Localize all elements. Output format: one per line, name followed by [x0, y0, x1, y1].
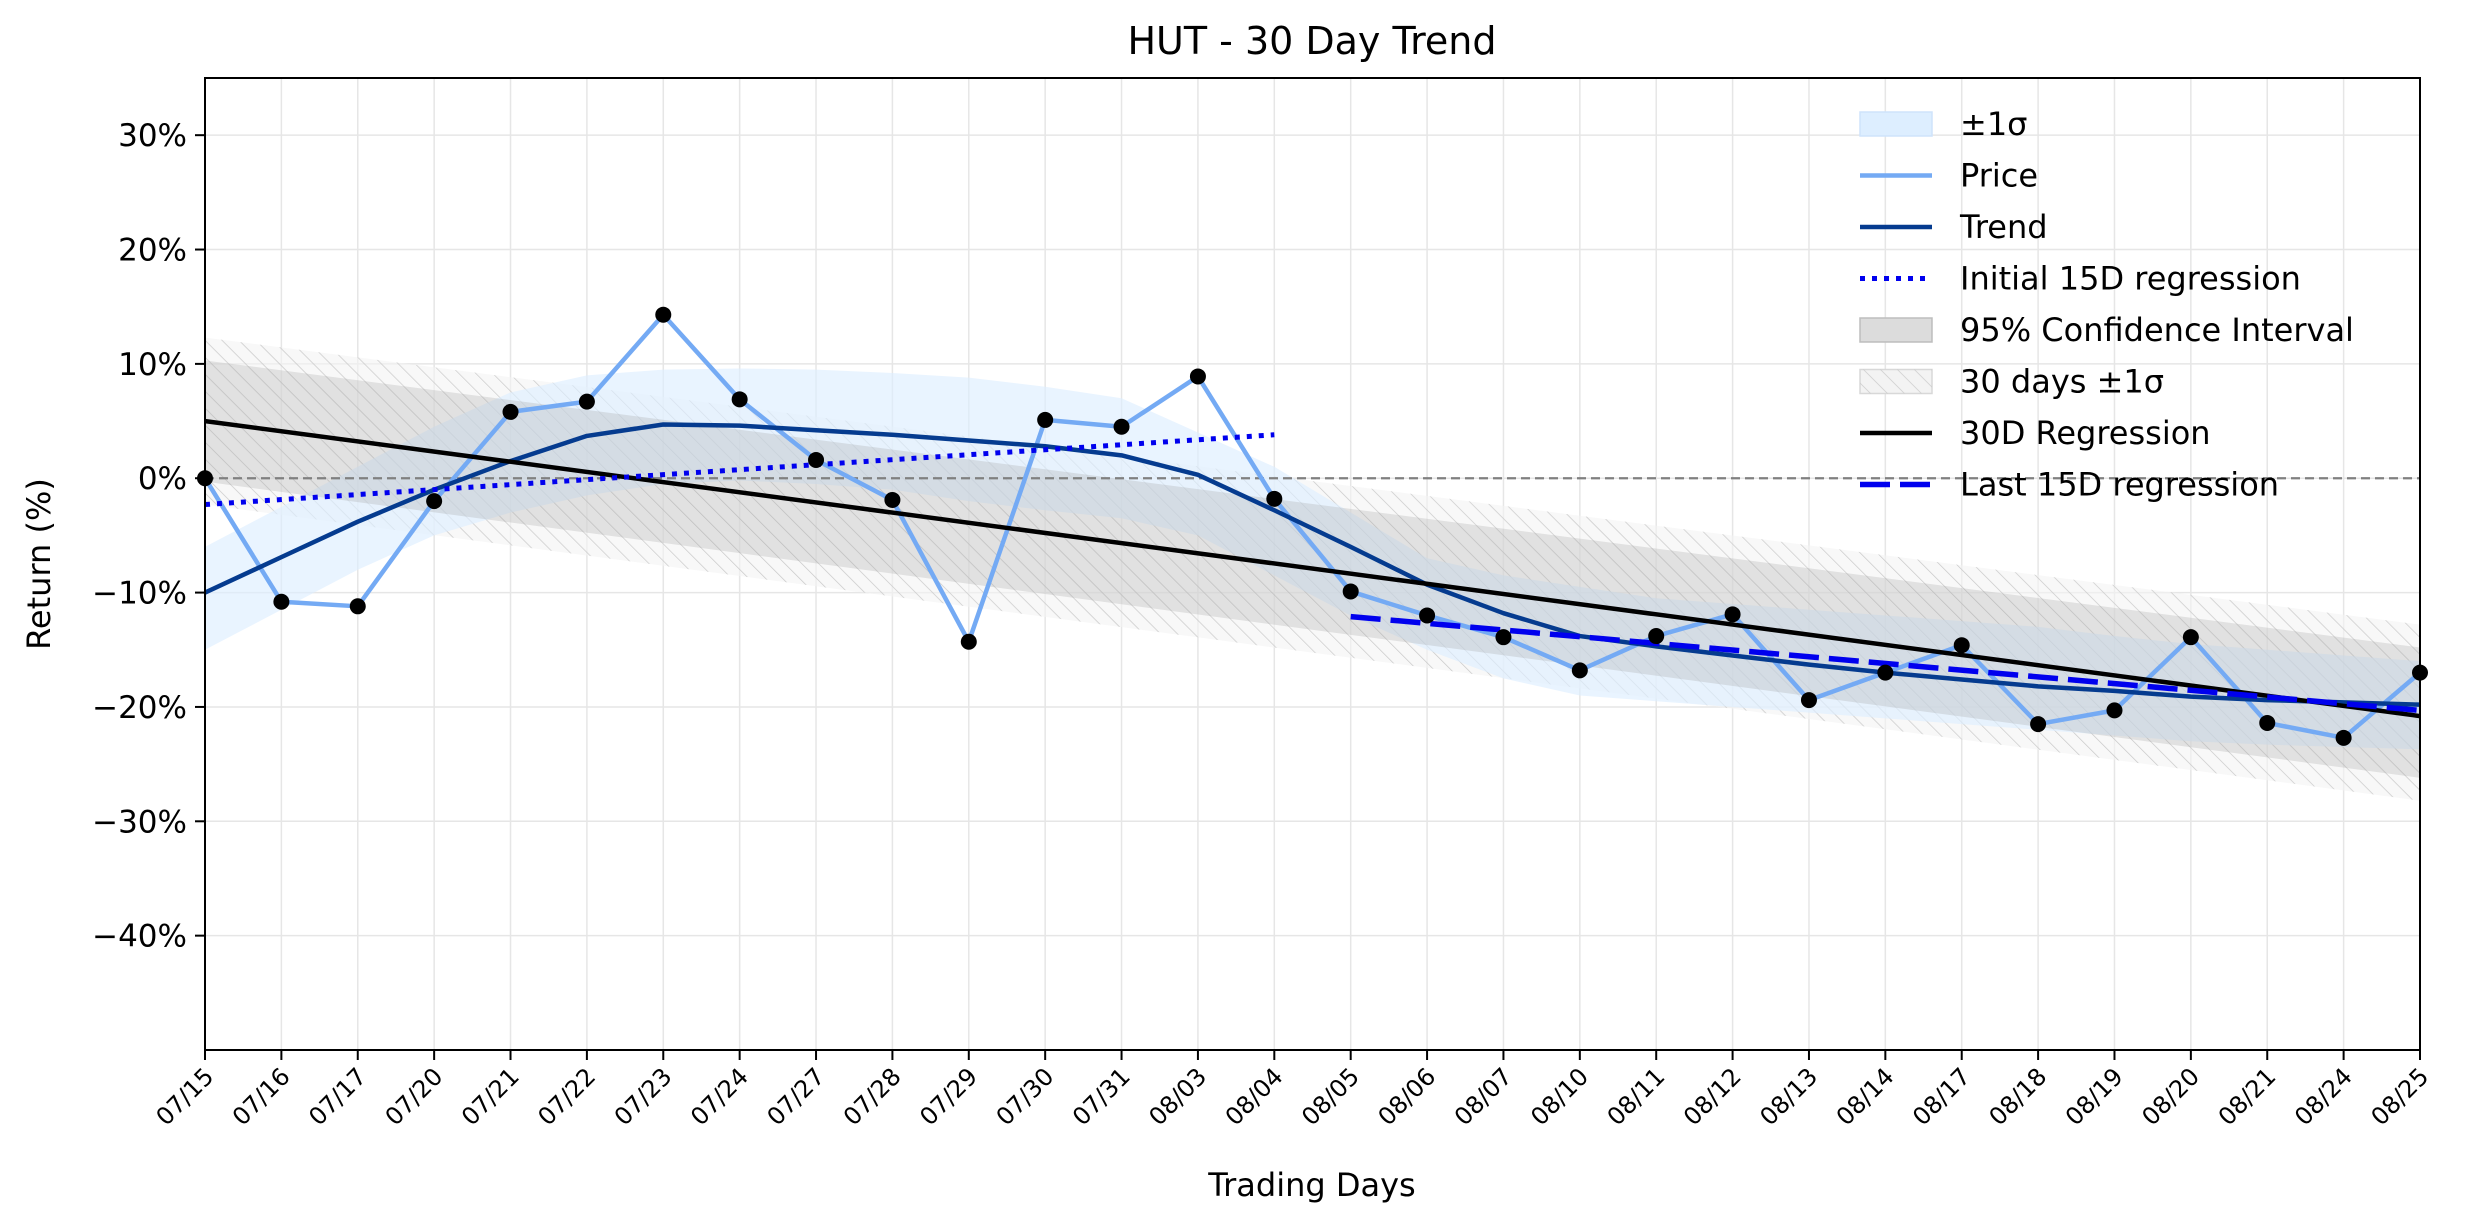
x-tick-label: 07/23	[609, 1062, 678, 1131]
price-line	[205, 312, 2420, 741]
band-sigma	[205, 368, 2420, 750]
price-point	[1877, 664, 1894, 681]
price-point	[808, 451, 825, 468]
y-tick-label: 30%	[118, 118, 187, 154]
legend-swatch-hatch	[1860, 369, 1932, 394]
markers-layer	[197, 306, 2428, 746]
price-point	[1724, 606, 1741, 623]
x-tick-label: 08/21	[2213, 1062, 2282, 1131]
x-tick-label: 08/06	[1373, 1062, 1442, 1131]
x-tick-label: 08/10	[1525, 1062, 1594, 1131]
y-axis-label: Return (%)	[20, 478, 58, 650]
x-tick-label: 07/28	[838, 1062, 907, 1131]
price-point	[1342, 583, 1359, 600]
legend-label: ±1σ	[1960, 105, 2027, 143]
y-axis: 30% 20% 10% 0% −10% −20% −30% −40%	[92, 118, 205, 955]
lines-layer	[205, 312, 2420, 741]
x-tick-label: 07/24	[685, 1062, 754, 1131]
x-tick-label: 08/24	[2289, 1062, 2358, 1131]
legend-label: 30D Regression	[1960, 414, 2211, 452]
price-point	[884, 491, 901, 508]
legend-label: Price	[1960, 157, 2038, 195]
trend-line	[205, 422, 2420, 707]
price-point	[2182, 629, 2199, 646]
price-point	[426, 493, 443, 510]
price-point	[1113, 418, 1130, 435]
x-tick-label: 07/21	[456, 1062, 525, 1131]
legend-label: Initial 15D regression	[1960, 260, 2301, 298]
price-point	[2335, 729, 2352, 746]
x-tick-label: 08/04	[1220, 1062, 1289, 1131]
x-tick-label: 07/27	[762, 1062, 831, 1131]
chart-title: HUT - 30 Day Trend	[1127, 19, 1496, 63]
y-tick-label: −10%	[92, 576, 187, 612]
y-tick-label: −30%	[92, 804, 187, 840]
x-tick-label: 08/14	[1831, 1062, 1900, 1131]
price-point	[1037, 411, 1054, 428]
price-point	[349, 598, 366, 615]
x-tick-label: 08/07	[1449, 1062, 1518, 1131]
x-tick-label: 08/03	[1143, 1062, 1212, 1131]
price-point	[1648, 628, 1665, 645]
y-tick-label: 10%	[118, 347, 187, 383]
price-point	[1189, 368, 1206, 385]
y-tick-label: 0%	[138, 461, 187, 497]
x-tick-label: 07/15	[151, 1062, 220, 1131]
x-tick-label: 07/29	[914, 1062, 983, 1131]
x-tick-label: 07/31	[1067, 1062, 1136, 1131]
regression-last-15d-line	[1350, 613, 2420, 714]
x-tick-label: 08/19	[2060, 1062, 2129, 1131]
x-tick-label: 08/05	[1296, 1062, 1365, 1131]
x-axis: 07/15 07/16 07/17 07/20 07/21 07/22 07/23 07/24…	[151, 1050, 2435, 1131]
x-tick-label: 08/13	[1754, 1062, 1823, 1131]
legend-label: Last 15D regression	[1960, 466, 2279, 504]
x-axis-label: Trading Days	[1207, 1166, 1415, 1204]
x-tick-label: 07/16	[227, 1062, 296, 1131]
x-tick-label: 08/11	[1602, 1062, 1671, 1131]
price-point	[1800, 692, 1817, 709]
price-point	[2030, 716, 2047, 733]
x-tick-label: 07/20	[380, 1062, 449, 1131]
price-point	[2106, 702, 2123, 719]
price-point	[273, 593, 290, 610]
price-point	[2259, 714, 2276, 731]
y-tick-label: 20%	[118, 233, 187, 269]
x-tick-label: 07/22	[532, 1062, 601, 1131]
legend-label: Trend	[1959, 208, 2048, 246]
y-tick-label: −20%	[92, 690, 187, 726]
legend-label: 95% Confidence Interval	[1960, 311, 2354, 349]
price-point	[1419, 607, 1436, 624]
price-point	[1953, 637, 1970, 654]
legend-label: 30 days ±1σ	[1960, 363, 2164, 401]
price-point	[731, 391, 748, 408]
regression-initial-15d-line	[205, 432, 1275, 508]
price-point	[578, 393, 595, 410]
x-tick-label: 08/17	[1907, 1062, 1976, 1131]
plot-frame	[204, 77, 2421, 1051]
x-tick-label: 08/25	[2366, 1062, 2435, 1131]
price-point	[1266, 490, 1283, 507]
price-point	[1571, 662, 1588, 679]
legend-swatch-ci	[1859, 317, 1933, 343]
price-point	[1495, 629, 1512, 646]
x-tick-label: 07/17	[303, 1062, 372, 1131]
price-point	[502, 403, 519, 420]
price-point	[655, 306, 672, 323]
legend: ±1σ Price Trend Initial 15D regression 95% C…	[1859, 105, 2354, 504]
x-tick-label: 07/30	[991, 1062, 1060, 1131]
legend-swatch-sigma	[1859, 111, 1933, 137]
x-tick-label: 08/18	[1984, 1062, 2053, 1131]
x-tick-label: 08/12	[1678, 1062, 1747, 1131]
y-tick-label: −40%	[92, 919, 187, 955]
price-point	[960, 633, 977, 650]
regression-30d-line	[205, 418, 2420, 719]
x-tick-label: 08/20	[2136, 1062, 2205, 1131]
